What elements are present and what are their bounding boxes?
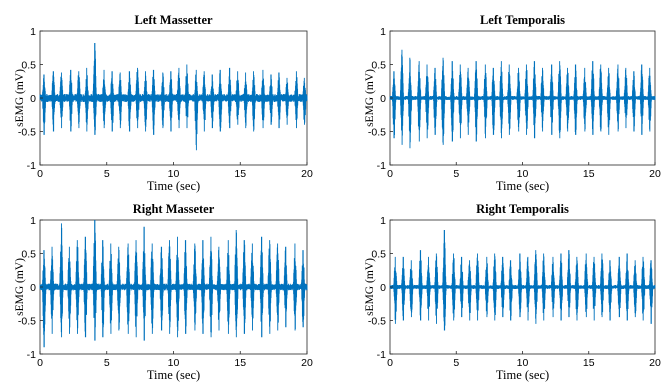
right-temporalis-panel: 0 5 10 15 20 1 0.5 0 -0.5 -1 Right Temporalis Time … bbox=[364, 202, 661, 382]
left-temporalis-ytick-label: -0.5 bbox=[368, 127, 386, 139]
left-temporalis-ytick-label: 1 bbox=[380, 26, 386, 38]
left-massetter-ytick-label: 0.5 bbox=[21, 60, 36, 72]
left-massetter-ytick-label: 1 bbox=[30, 26, 36, 38]
right-temporalis-ytick-label: -0.5 bbox=[368, 316, 386, 328]
left-temporalis-xtick-label: 5 bbox=[453, 168, 459, 180]
left-massetter-xtick-label: 20 bbox=[301, 168, 313, 180]
left-massetter-ytick-label: 0 bbox=[30, 93, 36, 105]
left-massetter-ylabel: sEMG (mV) bbox=[14, 69, 26, 127]
left-temporalis-panel: 0 5 10 15 20 1 0.5 0 -0.5 -1 Left Temporalis Time (… bbox=[364, 13, 661, 193]
right-temporalis-signal-line bbox=[389, 230, 656, 331]
left-massetter-xtick-label: 15 bbox=[234, 168, 246, 180]
right-temporalis-xlabel: Time (sec) bbox=[496, 368, 549, 382]
right-masseter-ylabel: sEMG (mV) bbox=[14, 258, 26, 316]
left-massetter-panel: 0 5 10 15 20 1 0.5 0 -0.5 -1 Left Massetter Time (s… bbox=[14, 13, 313, 193]
left-temporalis-ytick-label: -1 bbox=[377, 160, 386, 172]
left-temporalis-ytick-label: 0 bbox=[380, 93, 386, 105]
right-masseter-xtick-label: 10 bbox=[168, 357, 180, 369]
right-temporalis-title: Right Temporalis bbox=[476, 202, 569, 216]
right-temporalis-ytick-label: -1 bbox=[377, 349, 386, 361]
right-temporalis-ytick-label: 0.5 bbox=[371, 249, 386, 261]
right-temporalis-xtick-label: 10 bbox=[517, 357, 529, 369]
left-massetter-ytick-label: -1 bbox=[27, 160, 36, 172]
left-temporalis-title: Left Temporalis bbox=[480, 13, 565, 27]
right-masseter-ytick-label: -0.5 bbox=[18, 316, 36, 328]
right-masseter-xtick-label: 0 bbox=[37, 357, 43, 369]
right-temporalis-xtick-label: 5 bbox=[453, 357, 459, 369]
right-masseter-ytick-label: 0.5 bbox=[21, 249, 36, 261]
right-masseter-xlabel: Time (sec) bbox=[147, 368, 200, 382]
left-temporalis-xtick-label: 15 bbox=[583, 168, 595, 180]
right-masseter-xtick-label: 5 bbox=[104, 357, 110, 369]
left-massetter-xtick-label: 10 bbox=[168, 168, 180, 180]
right-masseter-ytick-label: -1 bbox=[27, 349, 36, 361]
right-masseter-signal-line bbox=[39, 219, 308, 348]
right-temporalis-xtick-label: 15 bbox=[583, 357, 595, 369]
right-masseter-panel: 0 5 10 15 20 1 0.5 0 -0.5 -1 Right Masseter Time (s… bbox=[14, 202, 313, 382]
right-temporalis-ylabel: sEMG (mV) bbox=[364, 258, 376, 316]
right-temporalis-ytick-label: 0 bbox=[380, 282, 386, 294]
left-massetter-xlabel: Time (sec) bbox=[147, 179, 200, 193]
right-masseter-title: Right Masseter bbox=[133, 202, 215, 216]
left-massetter-title: Left Massetter bbox=[134, 13, 213, 27]
left-temporalis-ytick-label: 0.5 bbox=[371, 60, 386, 72]
left-massetter-ytick-label: -0.5 bbox=[18, 127, 36, 139]
right-masseter-xtick-label: 15 bbox=[234, 357, 246, 369]
left-temporalis-xtick-label: 20 bbox=[649, 168, 661, 180]
right-masseter-ytick-label: 0 bbox=[30, 282, 36, 294]
left-temporalis-ylabel: sEMG (mV) bbox=[364, 69, 376, 127]
left-temporalis-xlabel: Time (sec) bbox=[496, 179, 549, 193]
right-temporalis-ytick-label: 1 bbox=[380, 215, 386, 227]
left-temporalis-xtick-label: 0 bbox=[387, 168, 393, 180]
right-temporalis-xtick-label: 20 bbox=[649, 357, 661, 369]
right-masseter-xtick-label: 20 bbox=[301, 357, 313, 369]
left-massetter-xtick-label: 0 bbox=[37, 168, 43, 180]
right-temporalis-xtick-label: 0 bbox=[387, 357, 393, 369]
right-masseter-ytick-label: 1 bbox=[30, 215, 36, 227]
left-massetter-signal-line bbox=[39, 43, 308, 151]
left-massetter-xtick-label: 5 bbox=[104, 168, 110, 180]
left-temporalis-signal-line bbox=[389, 49, 656, 149]
left-temporalis-xtick-label: 10 bbox=[517, 168, 529, 180]
